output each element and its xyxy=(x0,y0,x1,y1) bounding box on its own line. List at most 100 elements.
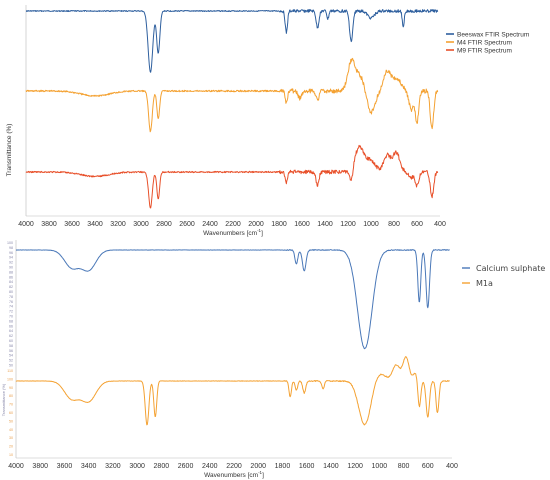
x-tick-label: 4000 xyxy=(8,463,24,470)
top-y-axis-label: Transmittance (%) xyxy=(6,124,13,177)
x-tick-label: 4000 xyxy=(18,221,34,228)
top-x-axis-label-sup: -1 xyxy=(257,228,261,233)
x-tick-label: 3600 xyxy=(57,463,73,470)
legend-label-m9: M9 FTIR Spectrum xyxy=(457,47,512,54)
x-tick-label: 3000 xyxy=(133,221,149,228)
y-tick-label: 20 xyxy=(9,445,13,449)
x-tick-label: 1000 xyxy=(372,463,388,470)
bottom-x-axis-label-text: Wavenumbers [cm xyxy=(204,472,258,479)
series-line-m1a xyxy=(15,356,450,426)
y-tick-label: 30 xyxy=(9,436,13,440)
y-tick-label: 84 xyxy=(9,280,13,284)
y-tick-label: 92 xyxy=(9,261,13,265)
x-tick-label: 600 xyxy=(422,463,434,470)
y-tick-label: 64 xyxy=(9,329,13,333)
x-tick-label: 800 xyxy=(398,463,410,470)
x-tick-label: 2600 xyxy=(178,463,194,470)
series-line-beeswax-ftir-spectrum xyxy=(25,9,439,73)
y-tick-label: 72 xyxy=(9,310,13,314)
y-tick-label: 58 xyxy=(9,344,13,348)
y-tick-label: 94 xyxy=(9,256,13,260)
x-tick-label: 3800 xyxy=(32,463,48,470)
series-line-calcium-sulphate xyxy=(15,249,450,350)
legend-label-beeswax: Beeswax FTIR Spectrum xyxy=(457,31,529,38)
legend-label-m4: M4 FTIR Spectrum xyxy=(457,39,512,46)
top-x-axis-label: Wavenumbers [cm-1] xyxy=(203,228,263,237)
x-tick-label: 3400 xyxy=(87,221,103,228)
bottom-y-axis-label: Transmittance (%) xyxy=(1,383,6,416)
x-tick-label: 600 xyxy=(411,221,423,228)
bottom-series-group xyxy=(15,249,450,426)
bottom-y-tick-labels-lower: 110 100 90 80 70 60 50 40 30 20 10 xyxy=(7,369,13,457)
top-series-group xyxy=(25,9,439,209)
bottom-x-axis-label-close: ] xyxy=(262,472,264,479)
x-tick-label: 2400 xyxy=(202,463,218,470)
x-tick-label: 3600 xyxy=(64,221,80,228)
y-tick-label: 62 xyxy=(9,334,13,338)
y-tick-label: 98 xyxy=(9,246,13,250)
x-tick-label: 1200 xyxy=(340,221,356,228)
legend-label-calcium-sulphate: Calcium sulphate xyxy=(476,264,545,273)
y-tick-label: 70 xyxy=(9,315,13,319)
y-tick-label: 54 xyxy=(9,354,13,358)
y-tick-label: 96 xyxy=(9,251,13,255)
x-tick-label: 2600 xyxy=(179,221,195,228)
x-tick-label: 1000 xyxy=(363,221,379,228)
bottom-chart: 4000 3800 3600 3400 3200 3000 2800 2600 2400 2200… xyxy=(1,240,545,479)
y-tick-label: 86 xyxy=(9,275,13,279)
y-tick-label: 90 xyxy=(9,266,13,270)
y-tick-label: 66 xyxy=(9,324,13,328)
bottom-x-axis-label-sup: -1 xyxy=(258,470,262,475)
y-tick-label: 10 xyxy=(9,453,13,457)
top-x-axis-label-close: ] xyxy=(261,230,263,237)
y-tick-label: 110 xyxy=(7,369,13,373)
y-tick-label: 68 xyxy=(9,319,13,323)
top-x-axis-label-text: Wavenumbers [cm xyxy=(203,230,257,237)
x-tick-label: 3200 xyxy=(105,463,121,470)
bottom-x-axis-label: Wavenumbers [cm-1] xyxy=(204,470,264,479)
y-tick-label: 100 xyxy=(7,241,13,245)
y-tick-label: 78 xyxy=(9,295,13,299)
series-line-m9-ftir-spectrum xyxy=(25,144,439,209)
x-tick-label: 400 xyxy=(446,463,458,470)
x-tick-label: 1800 xyxy=(275,463,291,470)
y-tick-label: 76 xyxy=(9,300,13,304)
y-tick-label: 70 xyxy=(9,403,13,407)
x-tick-label: 3400 xyxy=(81,463,97,470)
y-tick-label: 60 xyxy=(9,411,13,415)
x-tick-label: 2400 xyxy=(202,221,218,228)
y-tick-label: 50 xyxy=(9,364,13,368)
x-tick-label: 800 xyxy=(388,221,400,228)
top-legend: Beeswax FTIR Spectrum M4 FTIR Spectrum M… xyxy=(446,31,529,54)
y-tick-label: 80 xyxy=(9,394,13,398)
x-tick-label: 1600 xyxy=(299,463,315,470)
y-tick-label: 80 xyxy=(9,290,13,294)
x-tick-label: 3800 xyxy=(41,221,57,228)
x-tick-label: 2800 xyxy=(154,463,170,470)
y-tick-label: 82 xyxy=(9,285,13,289)
y-tick-label: 40 xyxy=(9,428,13,432)
x-tick-label: 400 xyxy=(434,221,446,228)
y-tick-label: 74 xyxy=(9,305,13,309)
x-tick-label: 3200 xyxy=(110,221,126,228)
legend-label-m1a: M1a xyxy=(476,279,493,288)
x-tick-label: 2800 xyxy=(156,221,172,228)
y-tick-label: 60 xyxy=(9,339,13,343)
series-line-m4-ftir-spectrum xyxy=(25,57,439,133)
x-tick-label: 2000 xyxy=(250,463,266,470)
x-tick-label: 1400 xyxy=(317,221,333,228)
y-tick-label: 90 xyxy=(9,386,13,390)
y-tick-label: 100 xyxy=(7,377,13,381)
y-tick-label: 56 xyxy=(9,349,13,353)
x-tick-label: 1200 xyxy=(347,463,363,470)
x-tick-label: 3000 xyxy=(129,463,145,470)
y-tick-label: 52 xyxy=(9,359,13,363)
x-tick-label: 2200 xyxy=(225,221,241,228)
top-chart: 4000 3800 3600 3400 3200 3000 2800 2600 2400 2200… xyxy=(6,5,529,237)
x-tick-label: 1800 xyxy=(271,221,287,228)
x-tick-label: 1400 xyxy=(323,463,339,470)
y-tick-label: 88 xyxy=(9,270,13,274)
top-x-tick-labels: 4000 3800 3600 3400 3200 3000 2800 2600 2400 2200… xyxy=(18,221,446,228)
y-tick-label: 50 xyxy=(9,419,13,423)
